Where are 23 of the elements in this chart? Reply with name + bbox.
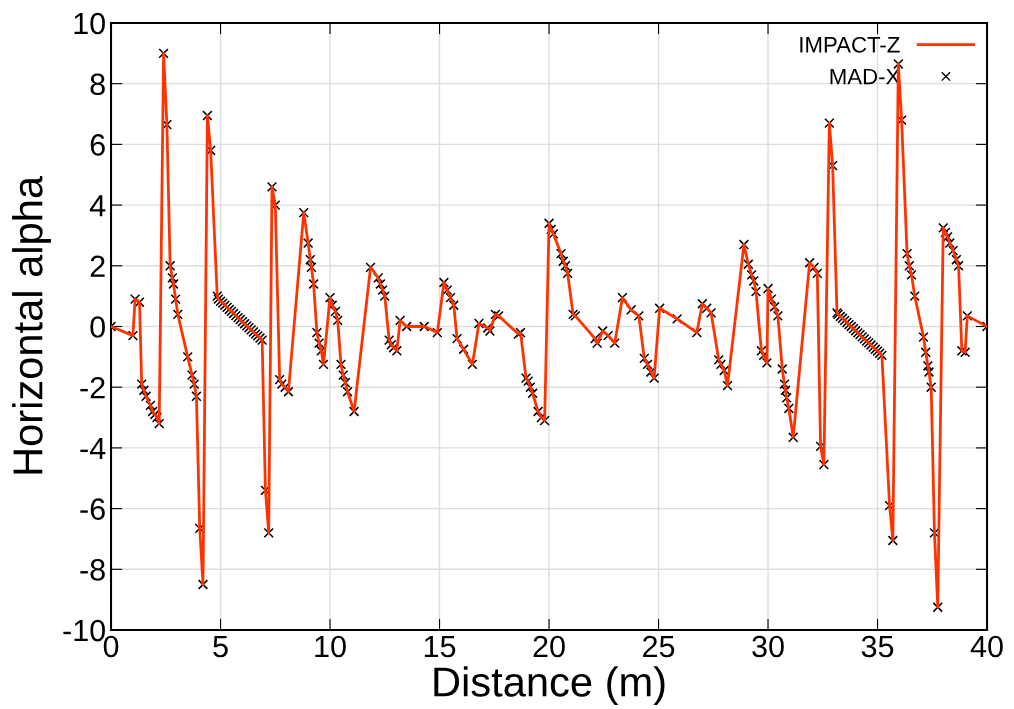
legend-label: MAD-X <box>830 68 900 85</box>
y-tick-label: 0 <box>90 316 105 338</box>
y-tick-label: -10 <box>63 619 105 642</box>
x-tick-label: 5 <box>213 636 228 658</box>
x-tick-label: 10 <box>315 635 346 658</box>
legend-label: IMPACT-Z <box>800 36 900 53</box>
x-axis-title: Distance (m) <box>434 666 665 705</box>
y-tick-label: -4 <box>80 437 106 459</box>
y-tick-label: 10 <box>74 12 105 35</box>
y-tick-label: -6 <box>80 498 105 520</box>
y-tick-label: 2 <box>90 255 105 277</box>
y-axis-title: Horizontal alpha <box>12 175 51 474</box>
x-tick-label: 40 <box>970 635 1003 658</box>
y-tick-label: 4 <box>89 195 106 217</box>
x-tick-label: 15 <box>424 636 456 658</box>
x-tick-label: 25 <box>643 635 675 658</box>
y-tick-label: -8 <box>80 559 105 581</box>
x-tick-label: 20 <box>533 635 565 658</box>
x-tick-label: 30 <box>752 635 784 658</box>
x-tick-label: 35 <box>861 635 894 658</box>
y-tick-label: 8 <box>90 73 105 96</box>
y-tick-label: 6 <box>90 134 105 156</box>
y-tick-label: -2 <box>80 376 105 399</box>
